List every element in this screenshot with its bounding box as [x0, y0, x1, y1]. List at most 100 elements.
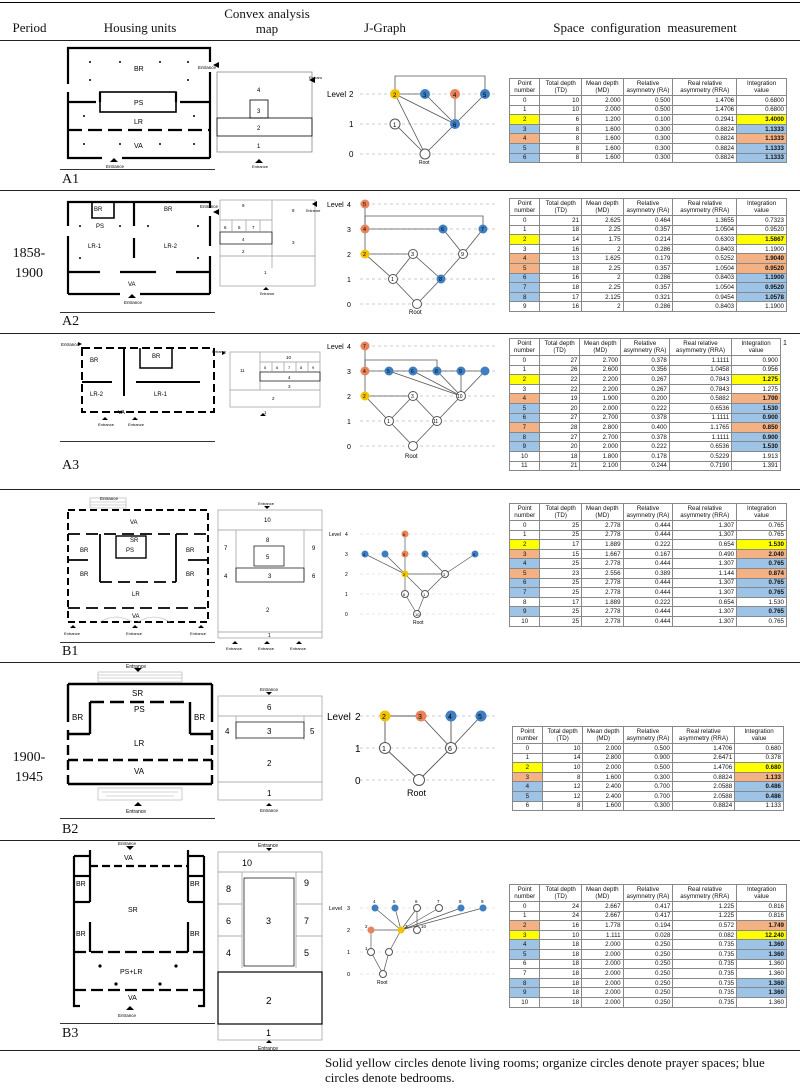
svg-text:Root: Root [419, 160, 430, 166]
svg-text:0: 0 [347, 444, 351, 451]
table-cell: 15 [539, 548, 583, 560]
table-row: 9 20 2.000 0.222 0.6536 1.530 [509, 441, 781, 452]
table-cell: 18 [539, 987, 583, 998]
svg-text:6: 6 [224, 225, 227, 230]
svg-text:1: 1 [266, 1028, 271, 1038]
table-cell: 0.5252 [672, 253, 738, 264]
table-row: 8 17 2.125 0.321 0.9454 1.0578 [508, 291, 787, 303]
svg-text:9: 9 [481, 899, 484, 904]
table-cell: 0.356 [620, 364, 670, 376]
integration-value-cell: 0.765 [736, 520, 787, 531]
table-cell: 18 [539, 224, 583, 236]
point-number-cell: 5 [508, 142, 541, 154]
entrance-label: Entrance [198, 65, 217, 70]
unit-b2-line [60, 818, 215, 819]
j-graph-b2: Level 2 1 0 2 3 4 5 1 6 Root [325, 702, 500, 802]
svg-text:7: 7 [363, 344, 366, 350]
table-cell: 0.179 [622, 253, 674, 264]
table-row: 2 10 2.000 0.500 1.4706 0.680 [512, 762, 784, 773]
point-number-cell: 0 [508, 901, 541, 912]
measurement-table-b1: Point number Total depth (TD) Mean depth (… [508, 503, 787, 627]
integration-value-cell: 0.6800 [736, 104, 787, 116]
point-number-cell: 6 [508, 958, 541, 970]
table-cell: 8 [539, 152, 583, 164]
table-cell: 1.600 [582, 771, 625, 783]
point-number-cell: 2 [509, 374, 540, 385]
point-number-cell: 4 [509, 393, 540, 404]
table-row: 5 20 2.000 0.222 0.6536 1.530 [509, 402, 781, 414]
row-divider-b1 [0, 662, 800, 663]
table-cell: 25 [539, 558, 583, 569]
table-cell: 1.800 [579, 450, 622, 462]
integration-value-cell: 0.850 [731, 422, 781, 433]
table-header-cell: Relative asymnetry (RA) [623, 726, 673, 744]
svg-text:Level: Level [329, 906, 342, 912]
table-cell: 18 [539, 282, 583, 293]
svg-text:3: 3 [267, 727, 272, 736]
table-row: 2 6 1.200 0.100 0.2941 3.4000 [508, 114, 787, 125]
svg-text:Entrance: Entrance [258, 646, 275, 650]
table-cell: 27 [538, 355, 581, 366]
svg-text:8: 8 [403, 592, 406, 597]
integration-value-cell: 0.765 [736, 577, 787, 589]
table-row: 5 8 1.600 0.300 0.8824 1.1333 [508, 142, 787, 154]
svg-text:2: 2 [345, 572, 348, 578]
header-convex-map: Convex analysis map [224, 6, 310, 36]
integration-value-cell: 0.9520 [736, 224, 787, 236]
svg-text:7: 7 [437, 899, 440, 904]
table-row: 3 15 1.667 0.167 0.490 2.040 [508, 548, 787, 560]
unit-label-a2: A2 [62, 314, 80, 329]
svg-text:1: 1 [267, 789, 272, 798]
table-cell: 2.000 [581, 95, 624, 106]
point-number-cell: 7 [508, 587, 541, 598]
table-cell: 25 [539, 606, 583, 617]
svg-text:Entrance: Entrance [200, 204, 219, 209]
svg-text:8: 8 [226, 884, 231, 894]
table-cell: 10 [541, 762, 584, 773]
plan-b2: Entrance SR PS BR BR LR VA Entrance [60, 664, 220, 814]
svg-text:11: 11 [240, 368, 245, 373]
svg-text:4: 4 [363, 369, 366, 375]
integration-value-cell: 0.680 [734, 762, 784, 773]
svg-text:SR: SR [130, 538, 139, 544]
svg-text:3: 3 [292, 240, 295, 245]
integration-value-cell: 1.9040 [736, 253, 787, 264]
table-cell: 8 [539, 142, 583, 154]
point-number-cell: 1 [508, 224, 541, 236]
svg-text:BR: BR [76, 931, 86, 938]
svg-text:0: 0 [347, 302, 351, 309]
table-cell: 22 [538, 374, 581, 385]
table-cell: 0.500 [623, 762, 673, 773]
svg-text:10: 10 [264, 518, 271, 524]
svg-text:5: 5 [483, 93, 487, 99]
point-number-cell: 3 [512, 771, 543, 783]
svg-text:LR-2: LR-2 [164, 244, 178, 250]
svg-text:BR: BR [80, 548, 89, 554]
table-row: 3 8 1.600 0.300 0.8824 1.1333 [508, 123, 787, 135]
table-row: 6 18 2.000 0.250 0.735 1.360 [508, 958, 787, 970]
table-row: 9 16 2 0.286 0.8403 1.1900 [508, 301, 787, 312]
table-header-cell: Total depth (TD) [539, 503, 583, 521]
svg-text:2: 2 [267, 759, 272, 768]
point-number-cell: 10 [508, 615, 541, 627]
svg-text:1: 1 [264, 270, 267, 275]
header-j-graph: J-Graph [364, 20, 406, 35]
svg-text:4: 4 [257, 88, 261, 94]
table-cell: 0.735 [672, 996, 738, 1008]
integration-value-cell: 0.680 [734, 743, 784, 754]
integration-value-cell: 1.391 [731, 460, 781, 472]
unit-b1-line [60, 642, 215, 643]
svg-text:LR: LR [134, 119, 143, 126]
table-row: 2 14 1.75 0.214 0.6303 1.5867 [508, 234, 787, 245]
table-cell: 2.700 [579, 355, 622, 366]
point-number-cell: 6 [512, 800, 543, 812]
table-cell: 10 [539, 929, 583, 941]
table-cell: 1.4706 [671, 743, 736, 754]
table-row: 1 10 2.000 0.500 1.4706 0.6800 [508, 104, 787, 116]
point-number-cell: 0 [508, 520, 541, 531]
svg-text:5: 5 [387, 369, 390, 375]
svg-text:10: 10 [415, 612, 420, 617]
table-cell: 1.4706 [671, 762, 736, 773]
point-number-cell: 5 [508, 262, 541, 274]
table-cell: 2.000 [581, 987, 624, 998]
